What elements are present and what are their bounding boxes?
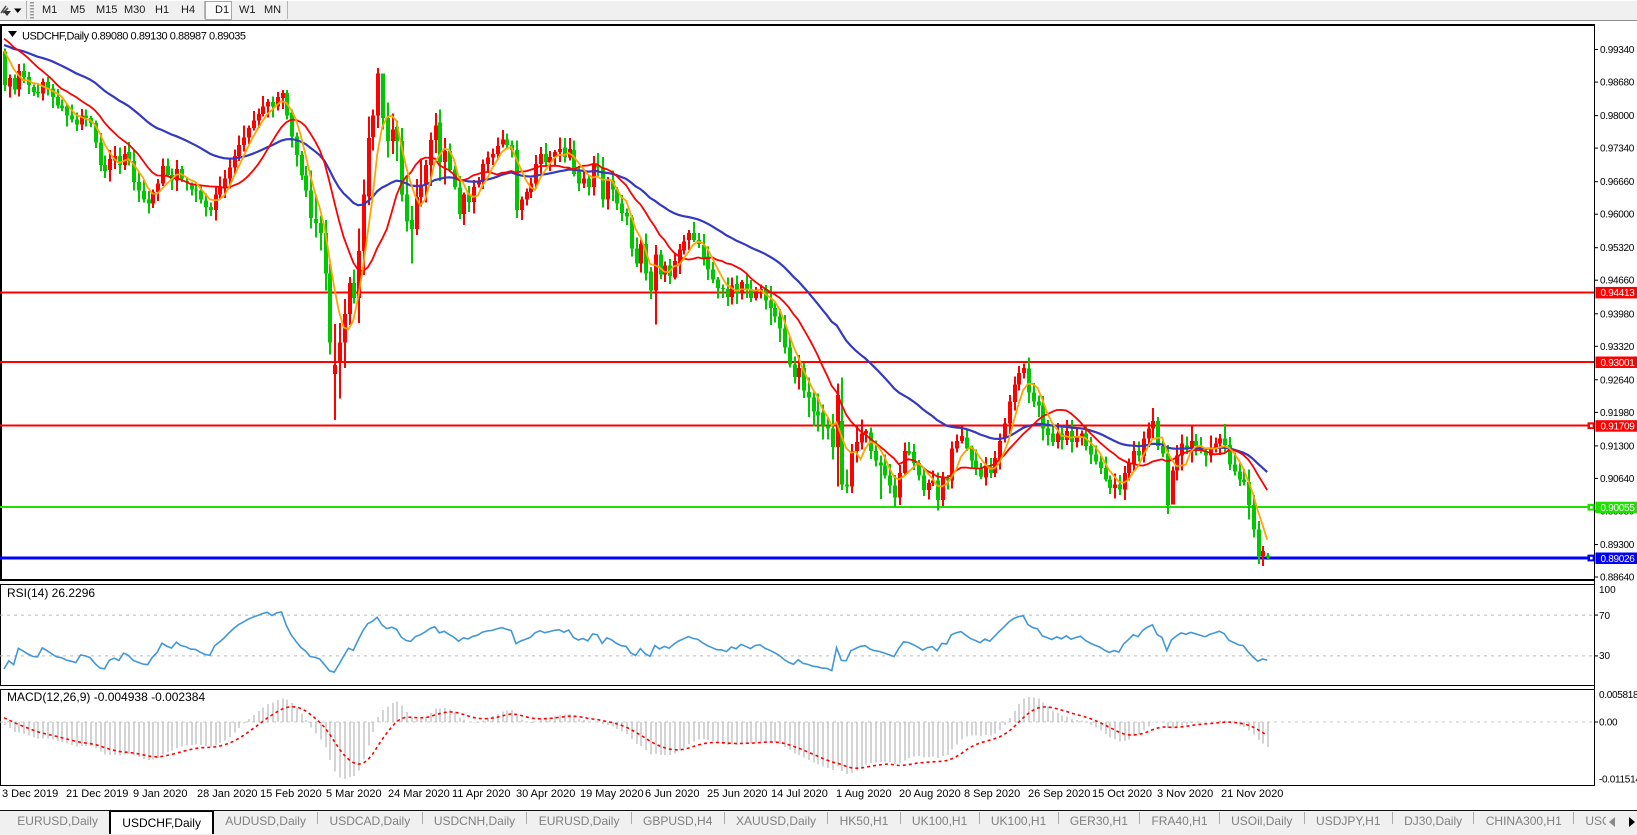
svg-text:0.91300: 0.91300 bbox=[1600, 441, 1635, 452]
svg-text:0.96000: 0.96000 bbox=[1600, 210, 1635, 221]
svg-text:0.88640: 0.88640 bbox=[1600, 573, 1635, 584]
svg-text:1 Aug 2020: 1 Aug 2020 bbox=[836, 788, 892, 800]
svg-text:0.98000: 0.98000 bbox=[1600, 111, 1635, 122]
svg-text:0.00: 0.00 bbox=[1599, 718, 1618, 729]
svg-text:0.90055: 0.90055 bbox=[1601, 503, 1636, 514]
svg-text:25 Jun 2020: 25 Jun 2020 bbox=[707, 788, 768, 800]
svg-text:21 Nov 2020: 21 Nov 2020 bbox=[1221, 788, 1283, 800]
svg-text:RSI(14) 26.2296: RSI(14) 26.2296 bbox=[7, 586, 95, 600]
svg-text:8 Sep 2020: 8 Sep 2020 bbox=[964, 788, 1020, 800]
svg-text:0.93980: 0.93980 bbox=[1600, 309, 1635, 320]
svg-text:0.95320: 0.95320 bbox=[1600, 243, 1635, 254]
svg-text:USDCHF,Daily 0.89080 0.89130: USDCHF,Daily 0.89080 0.89130 0.88987 0.8… bbox=[22, 31, 246, 43]
svg-text:24 Mar 2020: 24 Mar 2020 bbox=[388, 788, 450, 800]
svg-text:0.94413: 0.94413 bbox=[1601, 288, 1636, 299]
svg-text:30: 30 bbox=[1599, 651, 1611, 662]
svg-text:30 Apr 2020: 30 Apr 2020 bbox=[516, 788, 575, 800]
svg-text:0.89300: 0.89300 bbox=[1600, 540, 1635, 551]
svg-text:0.99340: 0.99340 bbox=[1600, 45, 1635, 56]
svg-text:3 Dec 2019: 3 Dec 2019 bbox=[2, 788, 58, 800]
svg-text:0.97340: 0.97340 bbox=[1600, 144, 1635, 155]
svg-text:21 Dec 2019: 21 Dec 2019 bbox=[66, 788, 128, 800]
svg-text:0.93320: 0.93320 bbox=[1600, 342, 1635, 353]
svg-text:0.89026: 0.89026 bbox=[1601, 554, 1636, 565]
svg-text:0.90640: 0.90640 bbox=[1600, 474, 1635, 485]
svg-text:11 Apr 2020: 11 Apr 2020 bbox=[452, 788, 511, 800]
svg-text:26 Sep 2020: 26 Sep 2020 bbox=[1028, 788, 1090, 800]
svg-text:6 Jun 2020: 6 Jun 2020 bbox=[645, 788, 699, 800]
svg-text:0.98680: 0.98680 bbox=[1600, 78, 1635, 89]
svg-text:28 Jan 2020: 28 Jan 2020 bbox=[197, 788, 258, 800]
svg-text:5 Mar 2020: 5 Mar 2020 bbox=[326, 788, 382, 800]
svg-text:0.91709: 0.91709 bbox=[1601, 422, 1636, 433]
svg-text:MACD(12,26,9) -0.004938 -0.002: MACD(12,26,9) -0.004938 -0.002384 bbox=[7, 690, 205, 704]
svg-text:0.96660: 0.96660 bbox=[1600, 177, 1635, 188]
svg-text:0.91980: 0.91980 bbox=[1600, 408, 1635, 419]
svg-text:19 May 2020: 19 May 2020 bbox=[580, 788, 644, 800]
svg-text:0.94660: 0.94660 bbox=[1600, 276, 1635, 287]
svg-text:0.93001: 0.93001 bbox=[1601, 358, 1636, 369]
svg-text:15 Feb 2020: 15 Feb 2020 bbox=[260, 788, 322, 800]
svg-text:20 Aug 2020: 20 Aug 2020 bbox=[899, 788, 961, 800]
svg-text:15 Oct 2020: 15 Oct 2020 bbox=[1092, 788, 1152, 800]
svg-text:100: 100 bbox=[1599, 585, 1616, 596]
svg-text:3 Nov 2020: 3 Nov 2020 bbox=[1157, 788, 1213, 800]
svg-text:14 Jul 2020: 14 Jul 2020 bbox=[771, 788, 828, 800]
svg-text:9 Jan 2020: 9 Jan 2020 bbox=[133, 788, 187, 800]
svg-text:0.005818: 0.005818 bbox=[1599, 690, 1637, 701]
svg-text:-0.011514: -0.011514 bbox=[1599, 775, 1637, 786]
svg-text:70: 70 bbox=[1599, 611, 1611, 622]
svg-text:0.92640: 0.92640 bbox=[1600, 375, 1635, 386]
